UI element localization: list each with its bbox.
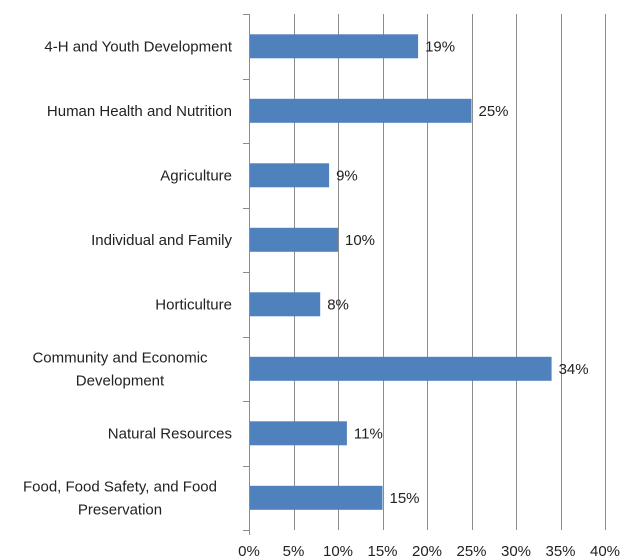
category-label-line: Preservation bbox=[78, 501, 162, 518]
bar bbox=[250, 227, 338, 252]
data-label: 11% bbox=[354, 425, 383, 442]
bar bbox=[250, 356, 552, 381]
bar bbox=[250, 34, 419, 59]
data-label: 9% bbox=[336, 167, 358, 184]
bar bbox=[250, 292, 321, 317]
category-label-line: Horticulture bbox=[155, 296, 232, 313]
x-tick-label: 0% bbox=[238, 543, 260, 560]
category-label: Community and Economic Development bbox=[32, 349, 208, 389]
category-label: Agriculture bbox=[160, 167, 232, 184]
bar bbox=[250, 98, 472, 123]
bar bbox=[250, 163, 330, 188]
category-label: 4-H and Youth Development bbox=[44, 38, 232, 55]
data-label: 8% bbox=[327, 296, 349, 313]
category-label-line: Natural Resources bbox=[108, 425, 232, 442]
x-tick-label: 35% bbox=[545, 543, 575, 560]
bars bbox=[250, 34, 552, 510]
category-label-line: Individual and Family bbox=[91, 232, 232, 249]
data-label: 10% bbox=[345, 232, 375, 249]
data-label: 19% bbox=[425, 38, 455, 55]
x-axis-tick-labels: 0% 5% 10% 15% 20% 25% 30% 35% 40% bbox=[238, 543, 620, 560]
category-label-line: 4-H and Youth Development bbox=[44, 38, 232, 55]
category-label-line: Food, Food Safety, and Food bbox=[23, 478, 217, 495]
category-label: Horticulture bbox=[155, 296, 232, 313]
category-label-line: Community and Economic bbox=[32, 349, 208, 366]
bar bbox=[250, 421, 347, 446]
category-label-line: Agriculture bbox=[160, 167, 232, 184]
category-label-line: Human Health and Nutrition bbox=[47, 103, 232, 120]
x-tick-label: 25% bbox=[456, 543, 486, 560]
data-label: 34% bbox=[559, 361, 589, 378]
x-tick-label: 10% bbox=[323, 543, 353, 560]
x-tick-label: 40% bbox=[590, 543, 620, 560]
data-label: 15% bbox=[390, 490, 420, 507]
category-labels: 4-H and Youth Development Human Health an… bbox=[23, 38, 233, 518]
x-tick-label: 15% bbox=[367, 543, 397, 560]
category-label: Food, Food Safety, and Food Preservation bbox=[23, 478, 217, 518]
data-label: 25% bbox=[479, 103, 509, 120]
x-tick-label: 30% bbox=[501, 543, 531, 560]
gridlines bbox=[243, 14, 606, 535]
category-label-line: Development bbox=[76, 372, 165, 389]
x-tick-label: 20% bbox=[412, 543, 442, 560]
data-labels: 19% 25% 9% 10% 8% 34% 11% 15% bbox=[327, 38, 589, 507]
category-label: Natural Resources bbox=[108, 425, 232, 442]
category-label: Human Health and Nutrition bbox=[47, 103, 232, 120]
x-tick-label: 5% bbox=[283, 543, 305, 560]
bar bbox=[250, 485, 383, 510]
category-label: Individual and Family bbox=[91, 232, 232, 249]
